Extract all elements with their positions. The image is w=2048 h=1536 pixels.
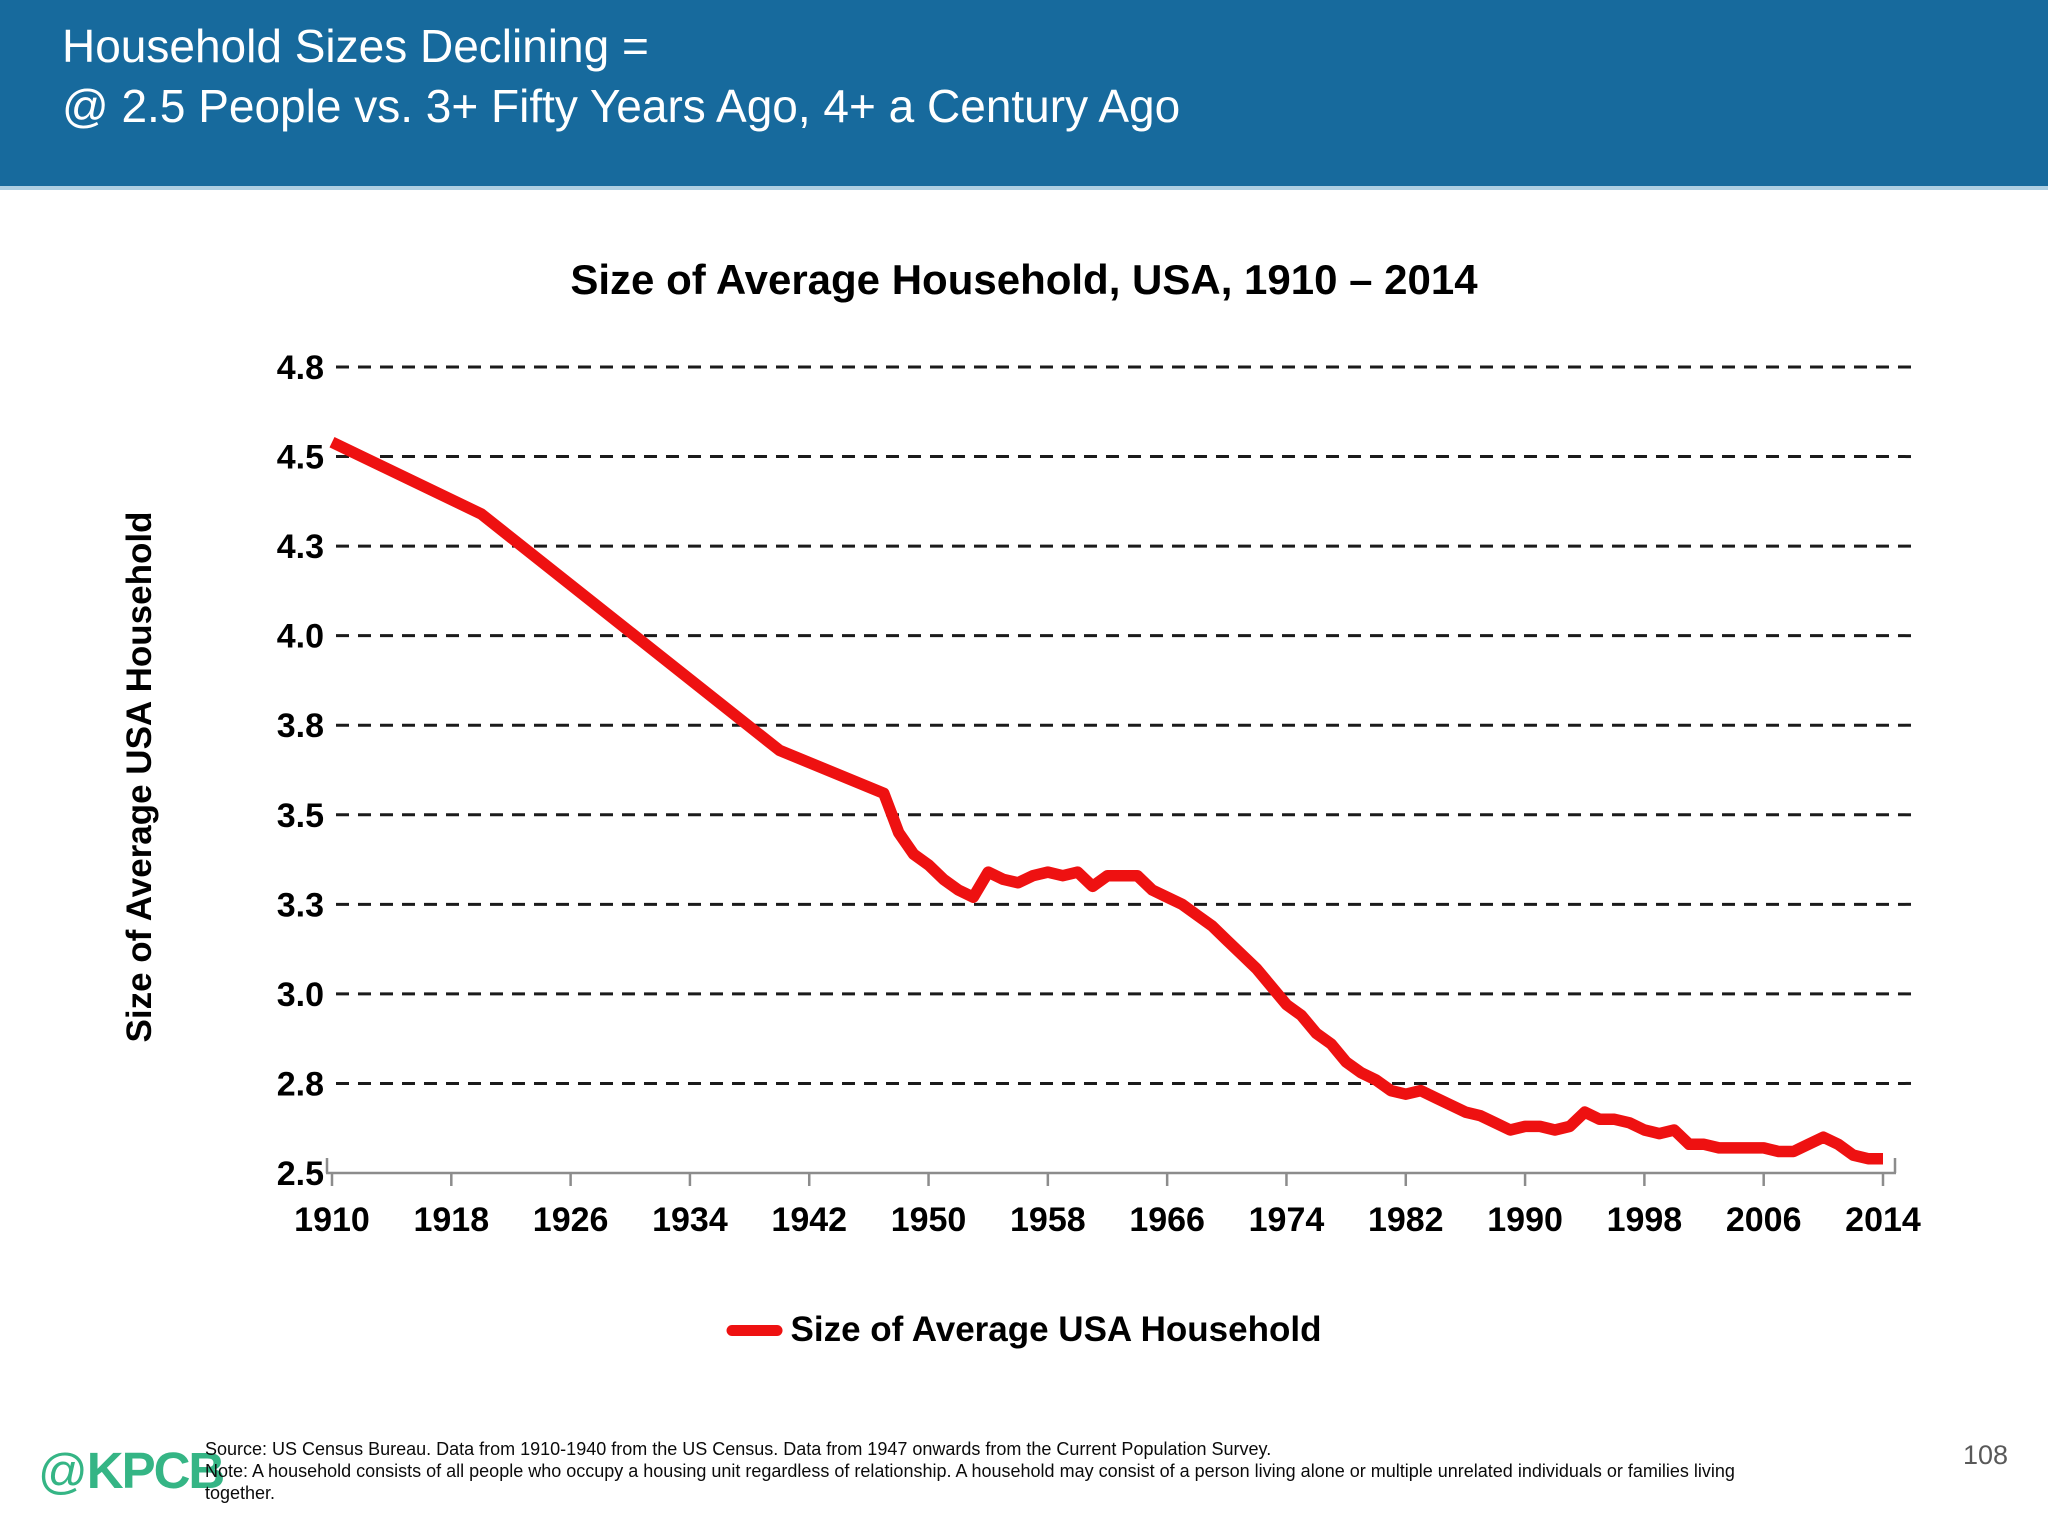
kpcb-logo-at-symbol: @ [38,1445,88,1499]
x-tick-label: 1966 [1129,1201,1205,1239]
x-tick-label: 2006 [1726,1201,1802,1239]
x-tick-label: 1982 [1368,1201,1444,1239]
y-tick-label: 3.5 [277,797,324,835]
x-tick-label: 1926 [533,1201,609,1239]
x-tick-label: 1918 [413,1201,489,1239]
x-tick-label: 1974 [1249,1201,1325,1239]
x-tick-label: 1910 [294,1201,370,1239]
y-tick-label: 4.3 [277,528,324,566]
x-tick-label: 1942 [771,1201,847,1239]
x-tick-label: 1998 [1607,1201,1683,1239]
y-tick-label: 3.0 [277,976,324,1014]
x-tick-label: 1934 [652,1201,728,1239]
x-tick-label: 1958 [1010,1201,1086,1239]
y-tick-label: 3.8 [277,707,324,745]
page-number: 108 [1962,1440,2008,1470]
series-line-household-size [329,437,1883,1165]
chart-legend: Size of Average USA Household [726,1310,1322,1350]
x-tick-label: 1950 [891,1201,967,1239]
legend-color-swatch [726,1324,783,1336]
y-tick-label: 2.8 [277,1065,324,1103]
source-note-block: Source: US Census Bureau. Data from 1910… [205,1438,1740,1504]
y-tick-label: 2.5 [277,1155,324,1193]
chart-title: Size of Average Household, USA, 1910 – 2… [570,256,1478,303]
note-text: Note: A household consists of all people… [205,1461,1735,1503]
kpcb-logo: @KPCB [38,1441,226,1500]
header-title-line2: @ 2.5 People vs. 3+ Fifty Years Ago, 4+ … [62,80,1181,132]
y-tick-label: 3.3 [277,886,324,924]
x-tick-label: 1990 [1487,1201,1563,1239]
x-tick-label: 2014 [1845,1201,1921,1239]
kpcb-logo-text: KPCB [86,1442,226,1499]
header-title-line1: Household Sizes Declining = [62,20,649,72]
header-banner: Household Sizes Declining = @ 2.5 People… [0,0,2048,190]
y-tick-label: 4.0 [277,618,324,656]
source-text: Source: US Census Bureau. Data from 1910… [205,1439,1272,1459]
y-tick-label: 4.8 [277,349,324,387]
y-tick-label: 4.5 [277,439,324,477]
legend-label: Size of Average USA Household [790,1310,1322,1349]
